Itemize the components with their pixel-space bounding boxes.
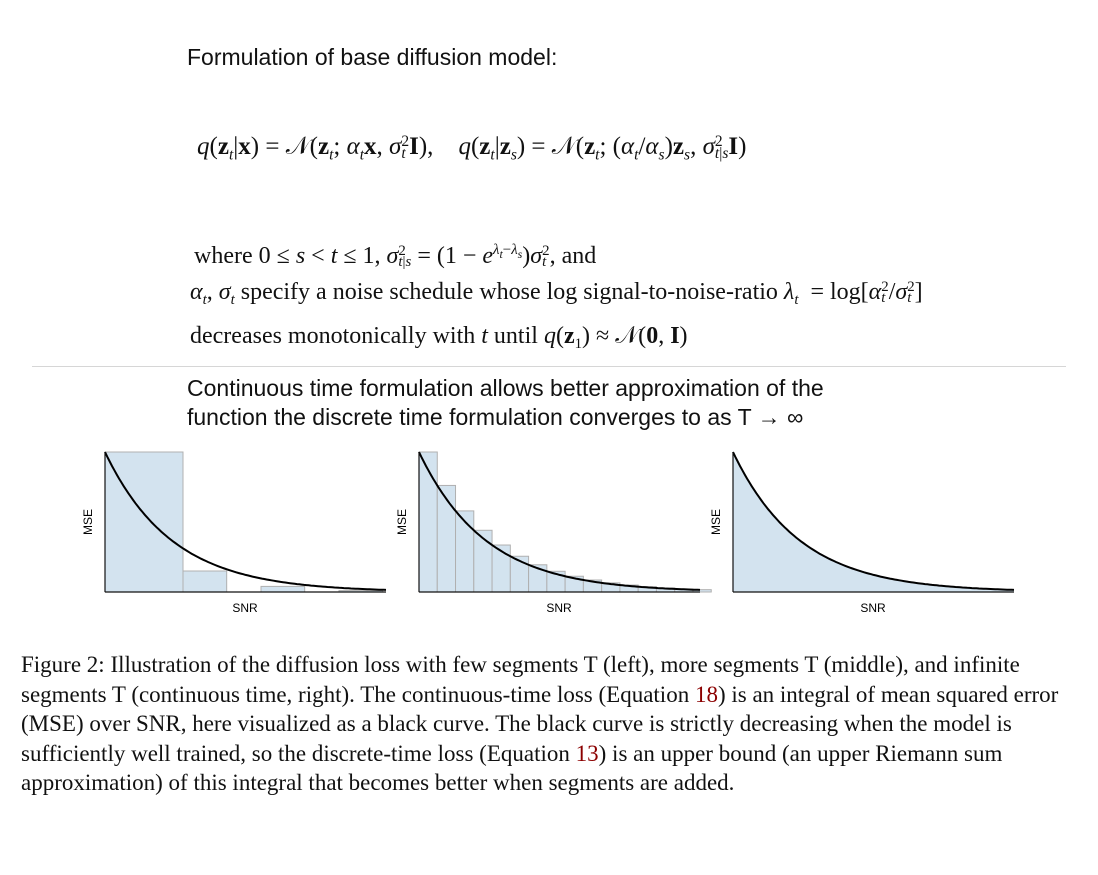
plot-more-segments-bars — [418, 451, 712, 593]
plot-few-segments-svg: MSE SNR — [81, 451, 387, 615]
x-axis-label: SNR — [232, 601, 258, 615]
x-axis-label: SNR — [860, 601, 886, 615]
y-axis-label: MSE — [81, 509, 95, 535]
bar-segment — [436, 484, 457, 593]
plot-continuous: MSE SNR — [706, 440, 1026, 620]
plot-few-segments-curve — [104, 451, 387, 591]
continuous-note: Continuous time formulation allows bette… — [187, 374, 824, 432]
continuous-note-line-1: Continuous time formulation allows bette… — [187, 375, 824, 401]
bar-segment — [260, 585, 306, 593]
equation-link-13[interactable]: 13 — [575, 740, 599, 766]
continuous-note-line-2: function the discrete time formulation c… — [187, 404, 804, 430]
bar-segment — [418, 451, 438, 593]
bar-segment — [455, 510, 475, 593]
y-axis-label: MSE — [395, 509, 409, 535]
plot-more-segments-curve — [418, 451, 701, 591]
plot-more-segments: MSE SNR — [392, 440, 712, 620]
figure-caption: Figure 2: Illustration of the diffusion … — [21, 650, 1081, 798]
section-heading: Formulation of base diffusion model: — [187, 44, 558, 70]
bar-segment — [473, 529, 493, 593]
plot-continuous-svg: MSE SNR — [709, 451, 1015, 615]
where-line-2: αt, σt specify a noise schedule whose lo… — [190, 278, 923, 309]
bar-segment — [692, 589, 712, 593]
where-line-1: where 0 ≤ s < t ≤ 1, σ 2 t|s = (1 − eλt−λs… — [194, 242, 597, 271]
y-axis-label: MSE — [709, 509, 723, 535]
caption-text-c: ) is an upper bound (an upper Riemann su… — [21, 740, 1003, 796]
where-line-3: decreases monotonically with t until q(z… — [190, 323, 688, 353]
plot-continuous-area — [733, 452, 1014, 592]
plot-few-segments-bars — [104, 451, 384, 593]
x-axis-label: SNR — [546, 601, 572, 615]
bar-segment — [182, 570, 228, 593]
plot-few-segments: MSE SNR — [76, 440, 396, 620]
main-equation: q(zt|x) = 𝒩(zt; αtx, σ 2 t I), q(zt|zs) = 𝒩… — [197, 132, 747, 164]
equation-link-18[interactable]: 18 — [694, 681, 718, 707]
caption-text-a: Figure 2: Illustration of the diffusion … — [21, 652, 1020, 707]
plot-continuous-curve — [732, 451, 1015, 591]
plot-more-segments-svg: MSE SNR — [395, 451, 712, 615]
divider — [32, 366, 1066, 367]
caption-text-b: ) is an integral of mean squared error (… — [21, 681, 1059, 766]
where-block: where 0 ≤ s < t ≤ 1, σ 2 t|s = (1 − eλt−λs… — [190, 232, 923, 362]
